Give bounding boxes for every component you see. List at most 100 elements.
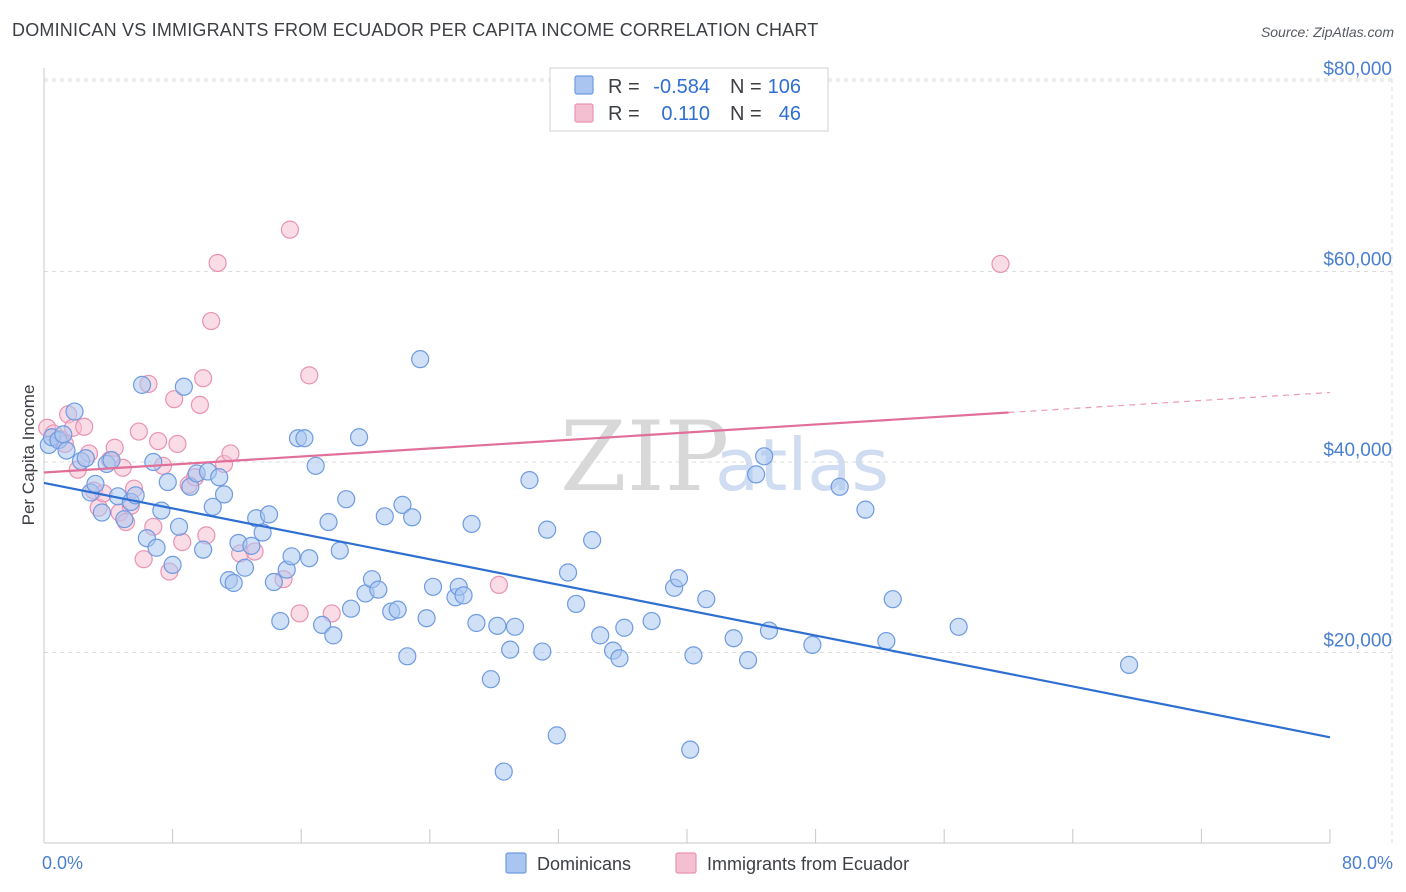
legend-n-label: N = bbox=[730, 76, 762, 98]
ecuador-point bbox=[165, 390, 184, 409]
y-tick-label: $40,000 bbox=[1323, 440, 1392, 461]
ecuador-point bbox=[991, 254, 1010, 274]
ecuador-point bbox=[190, 395, 210, 414]
dominican-point bbox=[642, 611, 661, 631]
dominican-point bbox=[224, 573, 243, 593]
trend-lines bbox=[43, 391, 1331, 739]
dominican-point bbox=[300, 549, 319, 568]
dominican-point bbox=[115, 510, 134, 529]
dominican-point bbox=[194, 540, 213, 559]
x-tick-labels: 0.0% 80.0% bbox=[42, 853, 1393, 873]
legend-swatch-ecuador bbox=[574, 103, 594, 123]
dominican-point bbox=[684, 646, 703, 665]
dominican-point bbox=[467, 613, 486, 633]
ecuador-point bbox=[489, 575, 509, 594]
dominican-point bbox=[57, 441, 76, 460]
ecuador-point bbox=[75, 417, 94, 436]
legend-swatch-dominicans bbox=[574, 75, 594, 95]
ecuador-point bbox=[208, 253, 227, 273]
ecuador-point bbox=[173, 532, 192, 552]
dominican-point bbox=[54, 425, 73, 444]
dominican-point bbox=[76, 449, 95, 468]
correlation-legend: R = -0.584 N = 106 R = 0.110 N = 46 bbox=[549, 67, 829, 132]
dominican-point bbox=[102, 451, 121, 470]
dominican-point bbox=[583, 531, 602, 550]
dominican-point bbox=[324, 626, 343, 645]
dominican-point bbox=[147, 538, 166, 557]
legend-n-label: N = bbox=[730, 103, 762, 125]
dominican-point bbox=[398, 647, 417, 666]
ecuador-point bbox=[168, 434, 187, 454]
dominican-point bbox=[169, 517, 189, 536]
dominican-point bbox=[697, 590, 716, 609]
ecuador-trend-line bbox=[43, 411, 1009, 474]
ecuador-point bbox=[149, 431, 168, 451]
ecuador-point bbox=[202, 311, 221, 331]
dominican-point bbox=[403, 508, 422, 527]
dominican-point bbox=[566, 594, 586, 614]
dominican-point bbox=[158, 472, 177, 492]
axes bbox=[43, 68, 1331, 844]
dominican-point bbox=[65, 402, 84, 421]
dominican-point bbox=[591, 626, 610, 645]
dominican-point bbox=[264, 572, 283, 592]
dominican-point bbox=[738, 651, 758, 670]
dominican-point bbox=[462, 514, 481, 534]
dominican-point bbox=[259, 505, 279, 524]
dominican-point bbox=[282, 547, 301, 566]
dominican-point bbox=[341, 599, 361, 618]
ecuador-point bbox=[221, 444, 240, 463]
ecuador-point bbox=[129, 422, 148, 441]
watermark-atlas: atlas bbox=[715, 423, 889, 507]
dominican-point bbox=[369, 580, 388, 599]
dominican-point bbox=[388, 600, 407, 619]
legend-r-value: 0.110 bbox=[661, 103, 710, 125]
dominican-point bbox=[538, 520, 557, 539]
dominican-point bbox=[883, 590, 902, 609]
chart-title: DOMINICAN VS IMMIGRANTS FROM ECUADOR PER… bbox=[12, 20, 819, 40]
dominican-point bbox=[520, 471, 539, 490]
dominicans-trend-line bbox=[43, 481, 1331, 739]
dominican-point bbox=[306, 456, 325, 475]
dominican-point bbox=[210, 468, 229, 487]
y-tick-label: $80,000 bbox=[1323, 59, 1392, 80]
dominican-point bbox=[755, 447, 774, 466]
legend-n-value: 46 bbox=[779, 103, 801, 125]
x-tick-label-min: 0.0% bbox=[42, 853, 83, 873]
dominican-point bbox=[494, 762, 513, 781]
dominican-point bbox=[547, 726, 566, 745]
dominican-point bbox=[1119, 655, 1139, 674]
dominican-point bbox=[856, 500, 875, 519]
series-dominicans-points bbox=[39, 350, 1139, 781]
ecuador-point bbox=[194, 369, 213, 388]
dominican-point bbox=[235, 558, 255, 577]
dominican-point bbox=[295, 429, 314, 448]
dominican-point bbox=[330, 541, 349, 560]
dominican-point bbox=[454, 586, 473, 605]
dominican-point bbox=[488, 616, 507, 635]
bottom-legend-label-ecuador: Immigrants from Ecuador bbox=[707, 854, 909, 874]
dominican-point bbox=[132, 375, 152, 394]
dominican-point bbox=[312, 615, 332, 634]
dominican-point bbox=[615, 618, 634, 637]
legend-r-label: R = bbox=[608, 76, 640, 98]
dominican-point bbox=[163, 555, 182, 574]
dominican-point bbox=[319, 512, 338, 532]
ecuador-point bbox=[290, 604, 309, 623]
legend-r-value: -0.584 bbox=[653, 76, 710, 98]
chart-source: Source: ZipAtlas.com bbox=[1260, 24, 1394, 40]
x-tick-label-max: 80.0% bbox=[1342, 853, 1393, 873]
ecuador-trend-extension bbox=[1008, 391, 1331, 414]
dominican-point bbox=[375, 507, 394, 526]
dominican-point bbox=[533, 642, 552, 661]
dominican-point bbox=[417, 609, 436, 628]
dominican-point bbox=[681, 740, 700, 759]
y-tick-label: $60,000 bbox=[1323, 250, 1392, 271]
bottom-legend-swatch-dominicans bbox=[505, 852, 527, 874]
bottom-legend-swatch-ecuador bbox=[675, 852, 697, 874]
dominican-point bbox=[174, 377, 193, 396]
dominican-point bbox=[830, 477, 849, 496]
dominican-point bbox=[253, 523, 272, 542]
dominican-point bbox=[803, 635, 822, 654]
